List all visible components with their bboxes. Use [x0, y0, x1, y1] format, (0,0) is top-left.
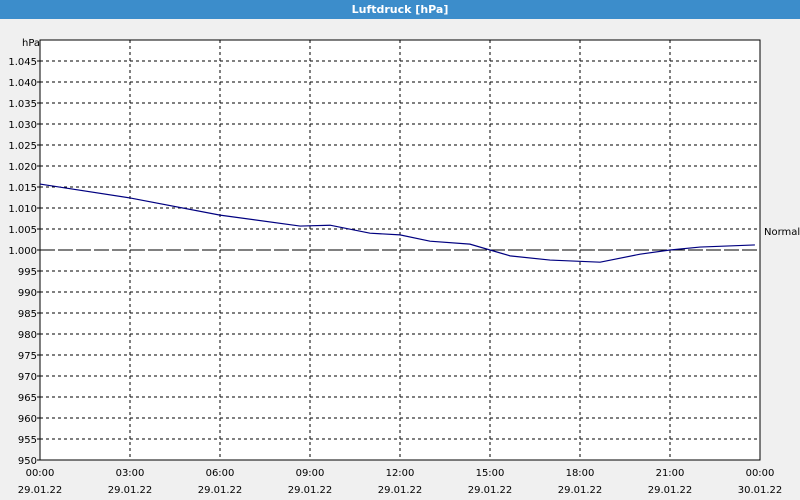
x-tick-label: 09:00 — [296, 468, 325, 479]
y-tick-label: 995 — [18, 267, 37, 278]
x-tick-date: 29.01.22 — [108, 485, 153, 496]
x-tick-date: 29.01.22 — [198, 485, 243, 496]
y-tick-label: 990 — [18, 288, 37, 299]
y-tick-label: 960 — [18, 414, 37, 425]
x-tick-label: 00:00 — [746, 468, 775, 479]
y-tick-label: 950 — [18, 456, 37, 467]
y-tick-label: 980 — [18, 330, 37, 341]
y-tick-label: 1.005 — [8, 225, 37, 236]
y-tick-label: 1.000 — [8, 246, 37, 257]
y-tick-label: 1.030 — [8, 120, 37, 131]
x-tick-date: 30.01.22 — [738, 485, 783, 496]
y-tick-label: 975 — [18, 351, 37, 362]
x-tick-label: 15:00 — [476, 468, 505, 479]
x-tick-label: 00:00 — [26, 468, 55, 479]
x-tick-label: 12:00 — [386, 468, 415, 479]
y-tick-label: 985 — [18, 309, 37, 320]
chart-title: Luftdruck [hPa] — [0, 0, 800, 19]
y-tick-label: 1.040 — [8, 78, 37, 89]
y-axis-label: hPa — [22, 38, 40, 49]
y-tick-label: 1.035 — [8, 99, 37, 110]
x-tick-label: 21:00 — [656, 468, 685, 479]
y-tick-label: 1.025 — [8, 141, 37, 152]
x-tick-date: 29.01.22 — [18, 485, 63, 496]
x-tick-label: 18:00 — [566, 468, 595, 479]
reference-label: Normal — [764, 227, 800, 238]
x-tick-date: 29.01.22 — [648, 485, 693, 496]
y-tick-label: 955 — [18, 435, 37, 446]
y-tick-label: 1.045 — [8, 57, 37, 68]
x-tick-date: 29.01.22 — [558, 485, 603, 496]
y-tick-label: 1.020 — [8, 162, 37, 173]
x-tick-date: 29.01.22 — [288, 485, 333, 496]
x-tick-date: 29.01.22 — [378, 485, 423, 496]
y-tick-label: 1.015 — [8, 183, 37, 194]
data-line — [39, 183, 755, 263]
y-tick-label: 965 — [18, 393, 37, 404]
y-tick-label: 970 — [18, 372, 37, 383]
x-tick-label: 03:00 — [116, 468, 145, 479]
x-tick-label: 06:00 — [206, 468, 235, 479]
y-tick-label: 1.010 — [8, 204, 37, 215]
x-tick-date: 29.01.22 — [468, 485, 513, 496]
